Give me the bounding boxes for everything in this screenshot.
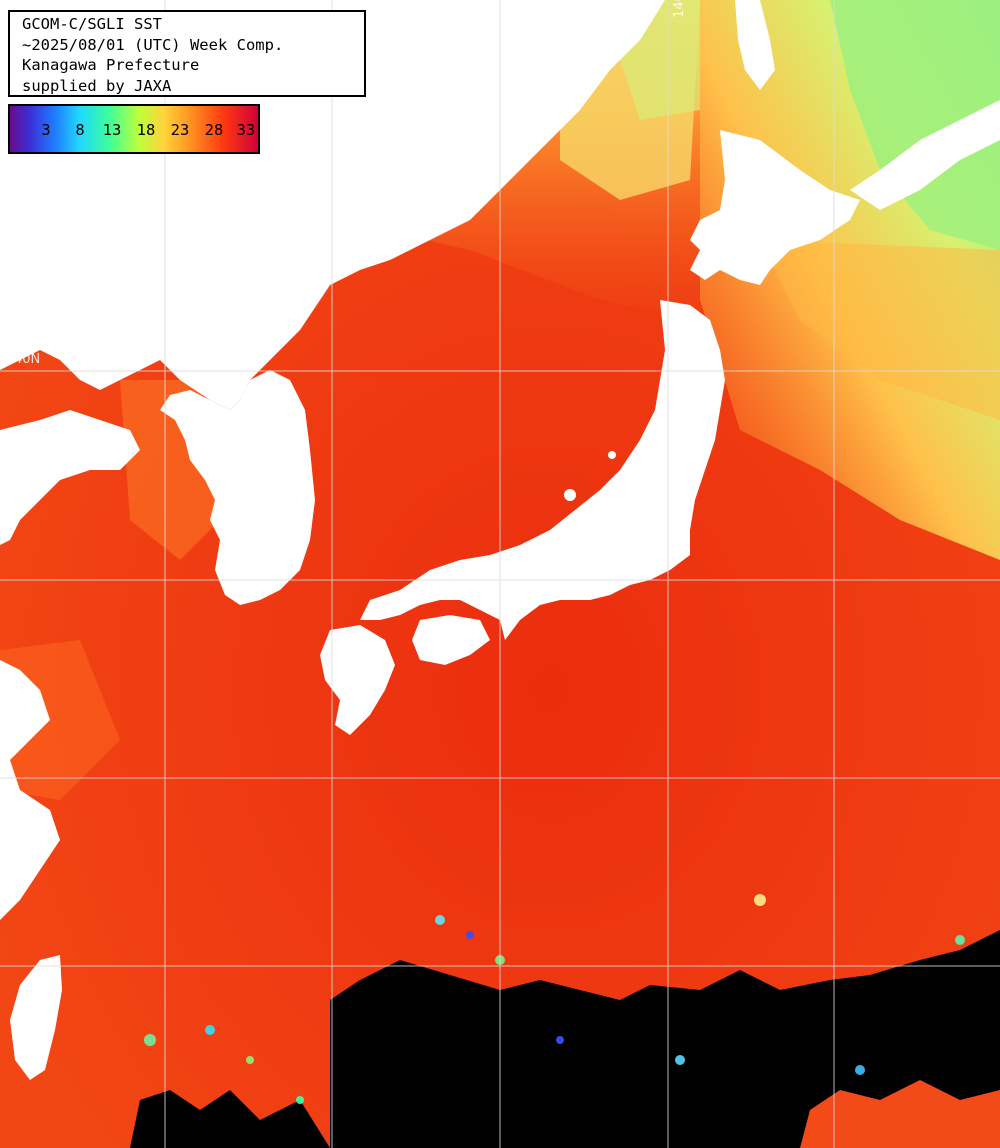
legend-tick: 3 <box>41 121 51 139</box>
legend-tick: 18 <box>136 121 156 139</box>
title-line-3: Kanagawa Prefecture <box>22 56 200 74</box>
land-kurils <box>850 100 1000 210</box>
lon-label-140e: 140E <box>672 0 687 18</box>
land-kyushu <box>320 625 395 735</box>
legend-tick: 23 <box>170 121 190 139</box>
title-line-4: supplied by JAXA <box>22 76 172 95</box>
cloud-contamination-speckles <box>144 894 965 1104</box>
land-china-east <box>0 660 60 920</box>
legend-tick: 33 <box>236 121 256 139</box>
land-korea <box>160 370 315 605</box>
title-line-2: ~2025/08/01 (UTC) Week Comp. <box>22 35 284 54</box>
color-bar-legend: 3 8 13 18 23 28 33 <box>8 104 260 154</box>
land-honshu <box>360 300 725 640</box>
land-island-small <box>398 128 428 165</box>
no-data-region <box>330 930 1000 1148</box>
legend-tick: 13 <box>102 121 122 139</box>
map-title-box: GCOM-C/SGLI SST ~2025/08/01 (UTC) Week C… <box>8 10 366 97</box>
land-taiwan <box>10 955 62 1080</box>
land-shikoku <box>412 615 490 665</box>
land-sakhalin <box>735 0 775 90</box>
lat-label-40n: 40N <box>14 352 41 367</box>
legend-tick: 28 <box>204 121 224 139</box>
land-hokkaido <box>690 130 860 285</box>
title-line-1: GCOM-C/SGLI SST <box>22 15 162 33</box>
legend-tick: 8 <box>75 121 85 139</box>
land-china-north <box>0 410 140 545</box>
